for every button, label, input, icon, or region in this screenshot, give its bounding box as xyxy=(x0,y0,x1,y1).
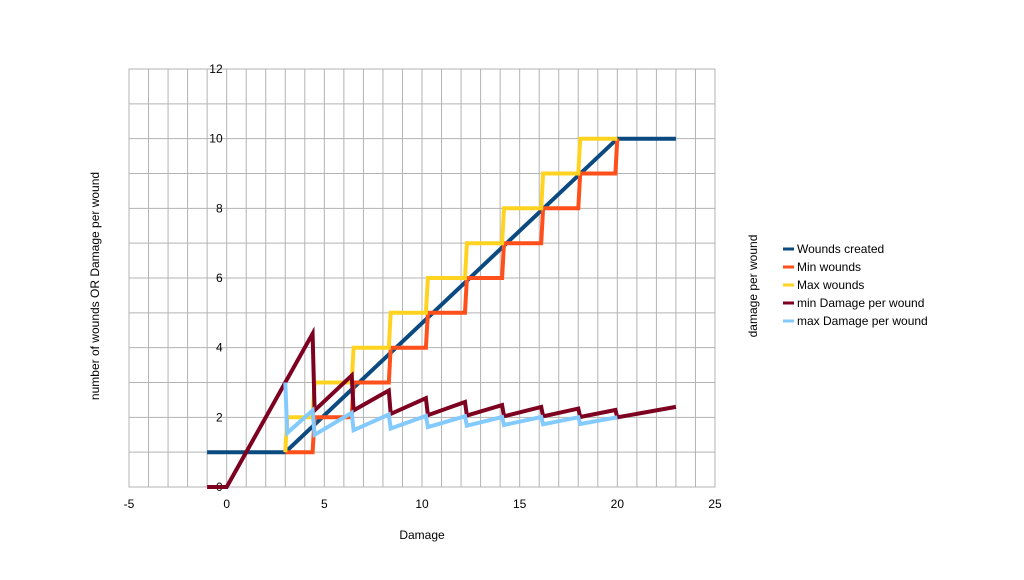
y-tick-label: 12 xyxy=(209,62,223,76)
legend-entry: max Damage per wound xyxy=(797,314,928,328)
series-line-4 xyxy=(207,326,677,489)
plot-border xyxy=(128,68,716,488)
secondary-axis-title: damage per wound xyxy=(746,235,760,338)
legend-entry: Wounds created xyxy=(797,242,884,256)
x-tick-label: 15 xyxy=(513,497,527,511)
x-tick-label: 5 xyxy=(321,497,328,511)
legend: Wounds created Min wounds Max wounds min Da… xyxy=(783,242,928,328)
y-tick-label: 6 xyxy=(216,271,223,285)
x-tick-label: 20 xyxy=(611,497,625,511)
legend-entry: Min wounds xyxy=(797,260,861,274)
x-tick-label: 0 xyxy=(223,497,230,511)
x-tick-label: 25 xyxy=(708,497,722,511)
x-axis-title: Damage xyxy=(399,528,445,542)
x-tick-labels: -5 0 5 10 15 20 25 xyxy=(124,497,722,511)
y-axis-title: number of wounds OR Damage per wound xyxy=(88,172,102,400)
y-tick-label: 8 xyxy=(216,201,223,215)
x-tick-label: 10 xyxy=(415,497,429,511)
y-tick-label: 2 xyxy=(216,410,223,424)
y-tick-label: 4 xyxy=(216,341,223,355)
series-lines xyxy=(207,136,677,489)
legend-entry: Max wounds xyxy=(797,278,864,292)
y-tick-label: 10 xyxy=(209,132,223,146)
legend-entry: min Damage per wound xyxy=(797,296,924,310)
x-tick-label: -5 xyxy=(124,497,135,511)
series-line-5 xyxy=(283,382,618,439)
